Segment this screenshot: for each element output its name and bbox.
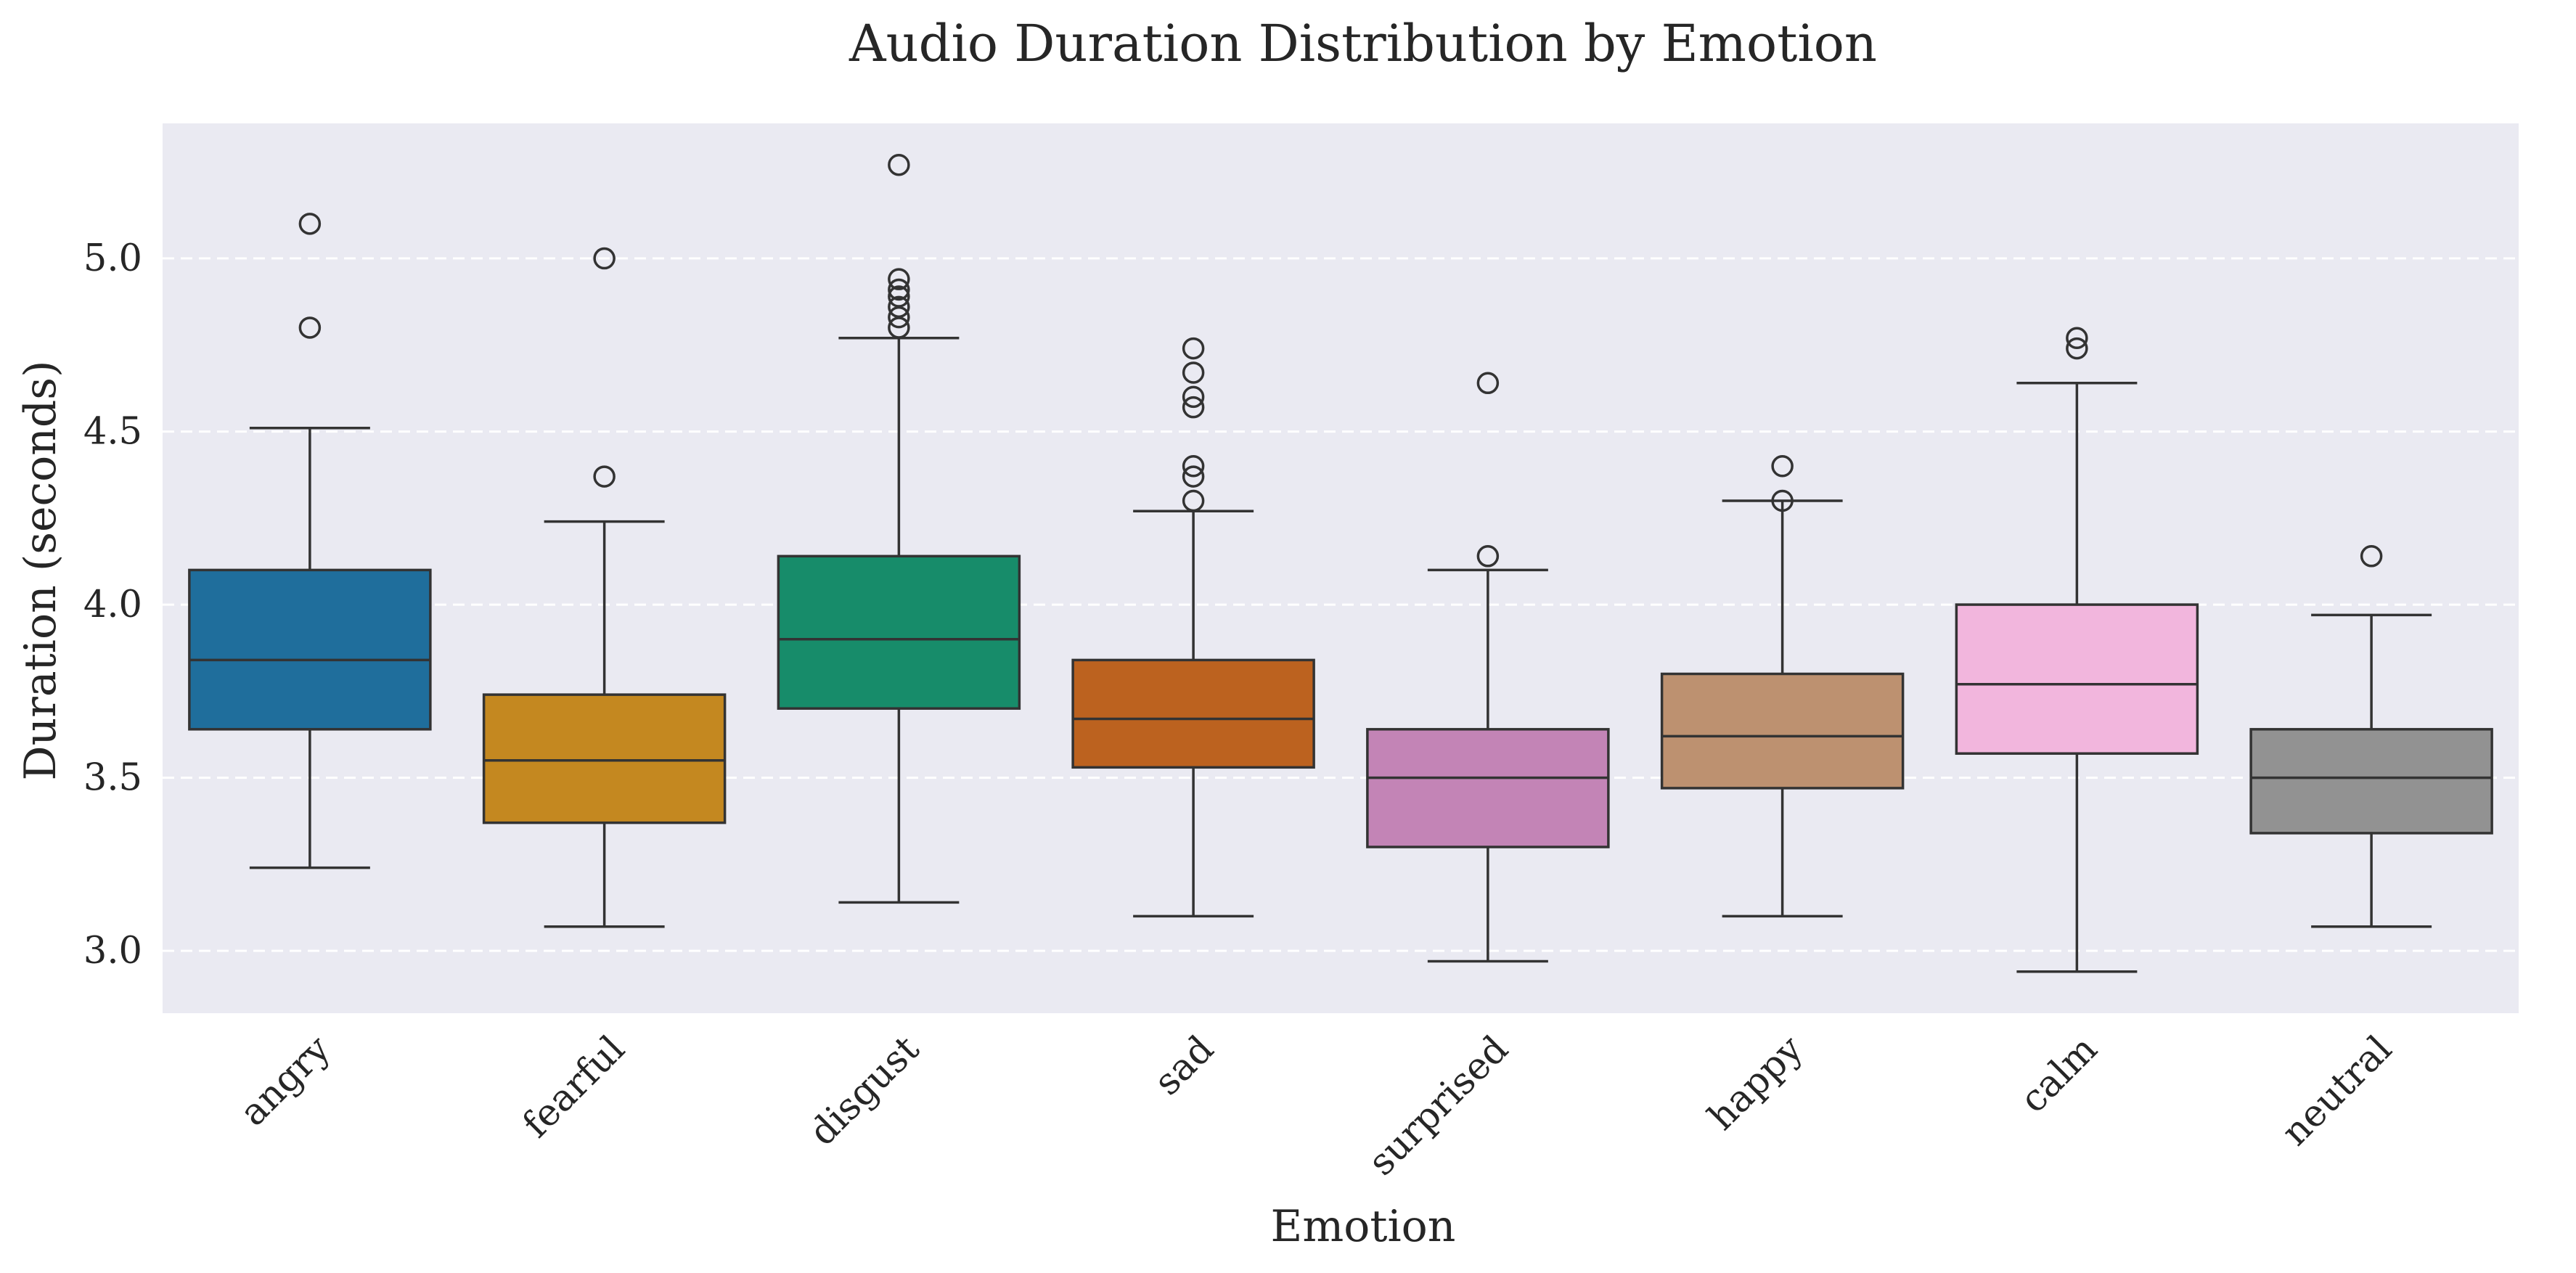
- box-neutral: [2249, 728, 2493, 835]
- box-surprised: [1366, 728, 1610, 848]
- outlier-point: [298, 316, 322, 339]
- outlier-point: [1182, 337, 1205, 360]
- outlier-point: [1771, 455, 1794, 478]
- outlier-point: [593, 465, 616, 488]
- outlier-point: [1182, 385, 1205, 409]
- x-tick-label-happy: happy: [1700, 1028, 1811, 1139]
- box-sad: [1071, 658, 1315, 769]
- outlier-point: [888, 285, 910, 308]
- y-tick-label: 4.0: [83, 584, 142, 626]
- outlier-point: [1182, 361, 1205, 384]
- outlier-point: [1476, 372, 1500, 395]
- y-tick-label: 4.5: [83, 411, 142, 454]
- outlier-point: [1182, 396, 1205, 419]
- outlier-point: [1182, 465, 1205, 488]
- x-tick-label-calm: calm: [2012, 1028, 2106, 1121]
- box-calm: [1955, 603, 2199, 755]
- box-angry: [188, 568, 432, 731]
- outlier-point: [298, 213, 322, 235]
- x-tick-label-sad: sad: [1146, 1028, 1222, 1104]
- y-tick-label: 3.0: [83, 930, 142, 973]
- x-tick-label-surprised: surprised: [1360, 1028, 1516, 1184]
- box-disgust: [777, 554, 1021, 710]
- outlier-point: [1182, 489, 1205, 512]
- outlier-point: [888, 278, 910, 301]
- box-happy: [1660, 672, 1905, 790]
- x-tick-label-fearful: fearful: [515, 1028, 633, 1146]
- chart-title: Audio Duration Distribution by Emotion: [849, 14, 1877, 73]
- outlier-point: [888, 153, 910, 176]
- x-tick-label-neutral: neutral: [2274, 1028, 2400, 1154]
- outlier-point: [888, 268, 910, 290]
- y-axis-label: Duration (seconds): [15, 360, 66, 780]
- plot-background: [163, 123, 2519, 1013]
- outlier-point: [1476, 545, 1500, 568]
- x-axis-label: Emotion: [1271, 1201, 1456, 1252]
- outlier-point: [1182, 455, 1205, 478]
- y-tick-label: 5.0: [83, 237, 142, 280]
- outlier-point: [593, 247, 616, 270]
- outlier-point: [2066, 327, 2088, 350]
- box-fearful: [482, 693, 727, 824]
- outlier-point: [2360, 545, 2383, 568]
- x-tick-label-disgust: disgust: [801, 1028, 928, 1155]
- outlier-point: [2066, 337, 2088, 360]
- outlier-point: [888, 295, 910, 319]
- outlier-point: [1771, 489, 1794, 512]
- x-tick-label-angry: angry: [232, 1028, 339, 1134]
- plot-area: 3.0 3.5 4.0 4.5 5.0 angry fearful disgust sad sur…: [83, 123, 2519, 1184]
- y-tick-label: 3.5: [83, 757, 142, 800]
